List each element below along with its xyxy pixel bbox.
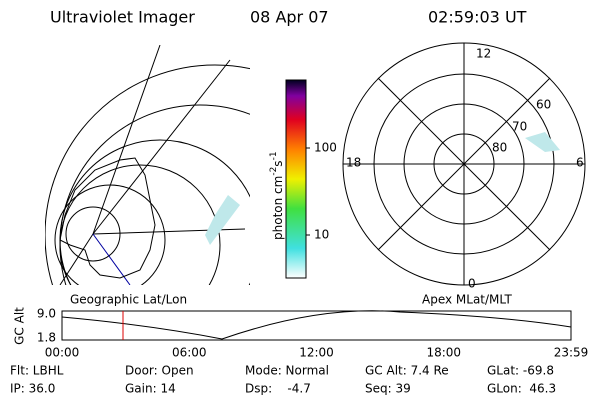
info-field: Gain: 14 — [125, 382, 176, 396]
polar-label: 6 — [576, 156, 584, 170]
info-field: GLat: -69.8 — [487, 364, 554, 378]
polar-label: 18 — [346, 156, 361, 170]
polar-label: 60 — [536, 98, 551, 112]
info-field: GC Alt: 7.4 Re — [365, 364, 449, 378]
altitude-curve — [61, 310, 572, 340]
colorbar — [285, 79, 307, 279]
info-field: Flt: LBHL — [10, 364, 64, 378]
polar-label: 80 — [492, 141, 507, 155]
info-field: Door: Open — [125, 364, 194, 378]
info-field: Dsp: -4.7 — [245, 382, 311, 396]
geographic-map — [45, 45, 250, 285]
x-tick-label: 06:00 — [172, 346, 207, 360]
x-tick-label: 23:59 — [554, 346, 589, 360]
altitude-plot — [61, 310, 572, 341]
time: 02:59:03 UT — [428, 8, 527, 27]
date: 08 Apr 07 — [250, 8, 329, 27]
y-axis-label: GC Alt — [13, 307, 27, 345]
info-field: Seq: 39 — [365, 382, 411, 396]
x-tick-label: 18:00 — [426, 346, 461, 360]
y-tick-label: 1.8 — [37, 331, 56, 345]
map-label: Geographic Lat/Lon — [70, 293, 187, 307]
polar-label: 70 — [512, 120, 527, 134]
colorbar-tick: 10 — [314, 228, 329, 242]
x-tick-label: 00:00 — [45, 346, 80, 360]
colorbar-tick: 100 — [314, 141, 337, 155]
title: Ultraviolet Imager — [50, 8, 195, 27]
info-field: GLon: 46.3 — [487, 382, 556, 396]
info-field: IP: 36.0 — [10, 382, 55, 396]
colorbar-label: photon cm-2s-1 — [269, 151, 285, 240]
polar-label: 12 — [476, 47, 491, 61]
map-label: Apex MLat/MLT — [422, 293, 512, 307]
polar-label: 0 — [468, 277, 476, 291]
y-tick-label: 9.0 — [37, 307, 56, 321]
info-field: Mode: Normal — [245, 364, 329, 378]
polar-plot — [342, 42, 586, 286]
x-tick-label: 12:00 — [299, 346, 334, 360]
